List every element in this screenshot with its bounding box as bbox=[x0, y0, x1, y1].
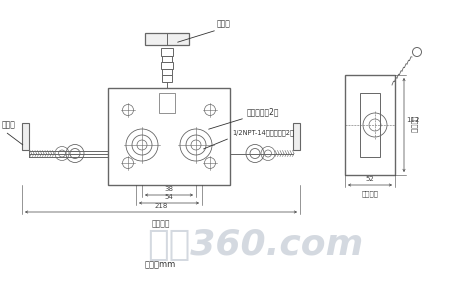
Text: 仪表接口（2）: 仪表接口（2） bbox=[247, 107, 279, 116]
Text: 最大开度: 最大开度 bbox=[152, 219, 170, 228]
Bar bbox=[108, 88, 230, 185]
Text: 最大开度: 最大开度 bbox=[411, 117, 417, 133]
Bar bbox=[345, 75, 395, 175]
Text: 1/2NPT-14过程接口（2）: 1/2NPT-14过程接口（2） bbox=[232, 129, 294, 136]
Bar bbox=[162, 56, 172, 62]
Bar bbox=[162, 69, 172, 75]
Bar bbox=[159, 93, 175, 113]
Bar bbox=[162, 75, 172, 82]
Bar bbox=[22, 123, 29, 150]
Text: 38: 38 bbox=[165, 186, 174, 192]
Text: 截止阀: 截止阀 bbox=[2, 121, 16, 130]
Text: 平衡阀: 平衡阀 bbox=[217, 19, 231, 28]
Bar bbox=[161, 62, 173, 69]
Text: 54: 54 bbox=[165, 194, 173, 200]
Text: 最大开度: 最大开度 bbox=[361, 190, 378, 197]
Text: 218: 218 bbox=[154, 203, 168, 209]
Bar bbox=[145, 33, 189, 45]
Text: 112: 112 bbox=[406, 117, 419, 123]
Text: 工业360.com: 工业360.com bbox=[147, 228, 363, 262]
Text: 单位：mm: 单位：mm bbox=[144, 260, 176, 269]
Bar bbox=[293, 123, 300, 150]
Bar bbox=[161, 48, 173, 56]
Text: 52: 52 bbox=[365, 176, 374, 182]
Bar bbox=[360, 93, 380, 157]
